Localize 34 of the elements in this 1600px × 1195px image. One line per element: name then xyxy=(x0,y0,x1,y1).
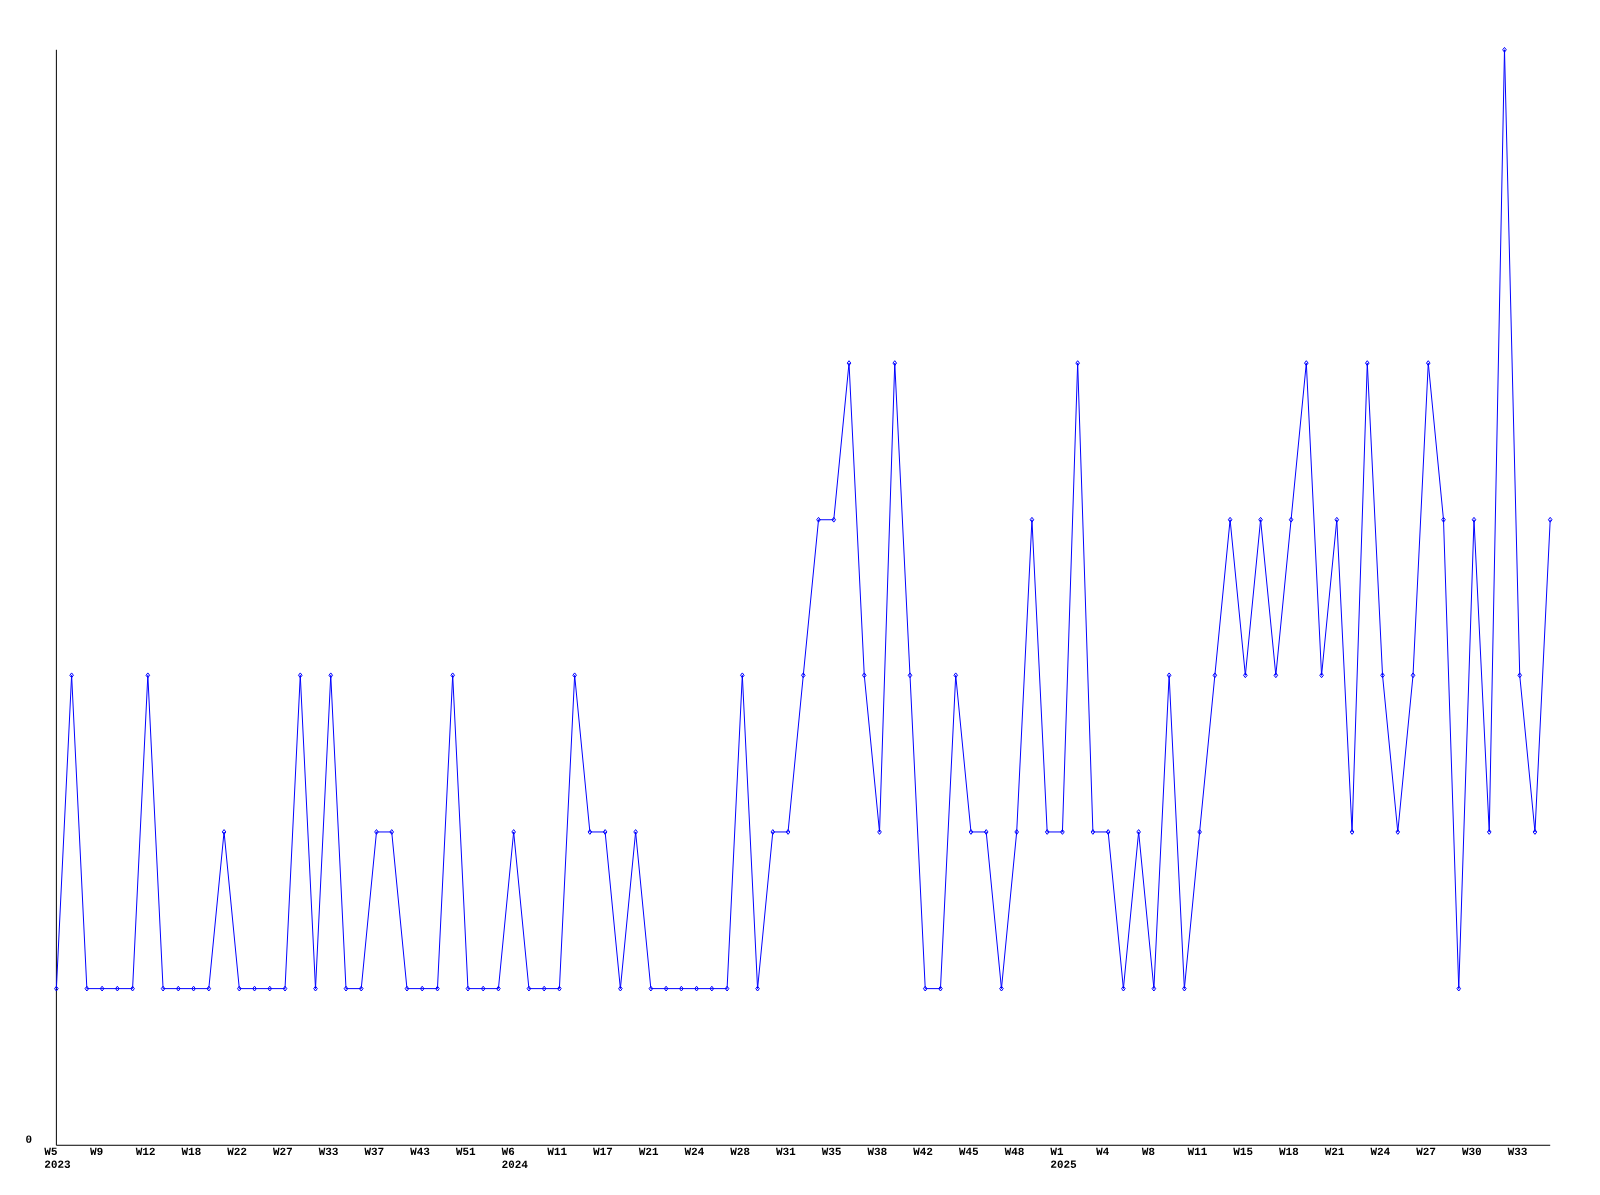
x-tick-label: W17 xyxy=(593,1147,613,1155)
x-tick-label: W12 xyxy=(135,1147,155,1155)
x-tick-label: W15 xyxy=(1233,1147,1253,1155)
x-tick-label: W11 xyxy=(547,1147,567,1155)
x-tick-label: W24 xyxy=(1370,1147,1390,1155)
x-tick-label: W42 xyxy=(913,1147,933,1155)
x-tick-label: W35 xyxy=(821,1147,841,1156)
x-tick-label: W45 xyxy=(958,1147,979,1155)
x-tick-label: W38 xyxy=(867,1147,887,1156)
x-tick-label: W6 2024 xyxy=(501,1147,528,1168)
x-tick-label: W11 xyxy=(1187,1147,1207,1155)
x-tick-label: W22 xyxy=(227,1147,247,1155)
x-tick-label: W27 xyxy=(1416,1147,1436,1155)
x-tick-label: W31 xyxy=(776,1147,796,1156)
x-tick-label: W48 xyxy=(1004,1147,1024,1156)
x-tick-label: W51 xyxy=(455,1147,476,1155)
text: 0 xyxy=(26,1135,32,1143)
x-tick-label: W18 xyxy=(181,1147,201,1156)
x-tick-label: W33 xyxy=(318,1147,338,1156)
x-tick-label: W21 xyxy=(1324,1147,1345,1155)
x-tick-label: W5 2023 xyxy=(44,1147,71,1168)
x-tick-label: W43 xyxy=(410,1147,430,1156)
x-tick-label: W28 xyxy=(730,1147,750,1156)
x-tick-label: W9 xyxy=(90,1147,103,1156)
x-tick-label: W30 xyxy=(1461,1147,1482,1156)
x-tick-label: W24 xyxy=(684,1147,704,1155)
x-tick-label: W8 xyxy=(1141,1147,1155,1156)
x-tick-label: W18 xyxy=(1279,1147,1299,1156)
x-tick-label: W21 xyxy=(638,1147,659,1155)
x-tick-label: W4 xyxy=(1096,1147,1109,1155)
x-tick-label: W27 xyxy=(272,1147,292,1155)
x-tick-label: W33 xyxy=(1507,1147,1527,1156)
x-tick-label: W1 2025 xyxy=(1050,1147,1077,1168)
x-tick-label: W37 xyxy=(364,1147,384,1156)
